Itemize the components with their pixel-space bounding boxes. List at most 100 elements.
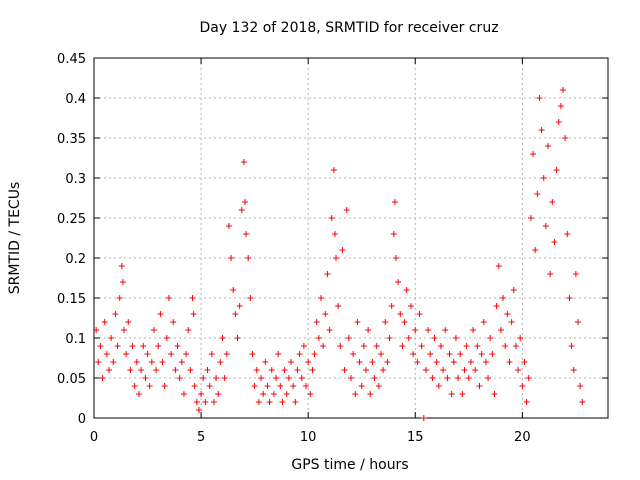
data-point [255,399,262,405]
data-point [142,375,149,381]
data-point [557,103,564,109]
data-point [241,199,248,205]
data-point [217,359,224,365]
data-point [268,367,275,373]
data-point [225,223,232,229]
data-point [322,311,329,317]
data-point [555,119,562,125]
data-point [221,375,228,381]
data-point [504,311,511,317]
data-point [290,383,297,389]
data-point [189,295,196,301]
data-point [545,143,552,149]
data-point [527,215,534,221]
data-point [238,207,245,213]
data-point [283,391,290,397]
data-point [410,351,417,357]
data-point [352,391,359,397]
data-point [260,391,267,397]
data-point [416,311,423,317]
data-point [485,375,492,381]
data-point [281,367,288,373]
data-point [204,367,211,373]
data-point [500,295,507,301]
data-point [270,391,277,397]
data-point [288,359,295,365]
x-tick-label: 5 [197,430,205,445]
data-point [343,207,350,213]
data-point [560,87,567,93]
data-point [285,375,292,381]
data-point [108,335,115,341]
data-point [442,327,449,333]
data-point [305,359,312,365]
data-point [427,351,434,357]
data-point [180,391,187,397]
data-point [202,399,209,405]
data-point [437,343,444,349]
data-point [525,375,532,381]
data-point [517,335,524,341]
data-point [422,367,429,373]
data-point [375,383,382,389]
data-point [444,375,451,381]
data-point [198,391,205,397]
data-point [455,375,462,381]
data-point [187,367,194,373]
data-point [420,415,427,421]
y-tick-label: 0.35 [57,132,86,147]
data-point [114,343,121,349]
data-point [371,375,378,381]
data-point [311,351,318,357]
data-point [333,255,340,261]
data-point [568,343,575,349]
data-point [140,343,147,349]
data-point [328,215,335,221]
data-point [467,359,474,365]
data-point [155,343,162,349]
data-point [330,167,337,173]
data-point [463,343,470,349]
data-point [388,303,395,309]
data-point [515,367,522,373]
data-point [163,335,170,341]
x-tick-label: 10 [300,430,317,445]
data-point [440,367,447,373]
data-point [510,287,517,293]
data-point [331,231,338,237]
y-tick-label: 0 [78,412,86,427]
data-point [448,391,455,397]
data-point [300,343,307,349]
data-point [245,255,252,261]
data-point [315,335,322,341]
data-point [144,351,151,357]
data-point [309,367,316,373]
data-point [307,391,314,397]
data-point [123,351,130,357]
data-point [105,367,112,373]
data-point [538,127,545,133]
data-point [493,303,500,309]
x-tick-label: 20 [514,430,531,445]
data-point [345,335,352,341]
data-point [575,319,582,325]
data-point [277,383,284,389]
data-point [482,359,489,365]
data-point [579,399,586,405]
data-point [118,263,125,269]
data-point [153,367,160,373]
gridlines [94,58,608,418]
data-point [435,383,442,389]
data-point [320,343,327,349]
y-tick-label: 0.45 [57,52,86,67]
data-point [542,223,549,229]
data-point [414,359,421,365]
data-point [395,279,402,285]
data-point [298,375,305,381]
x-axis-label: GPS time / hours [291,457,408,473]
y-tick-label: 0.4 [65,92,86,107]
data-point [350,351,357,357]
data-point [570,367,577,373]
data-point [213,375,220,381]
data-point [195,407,202,413]
